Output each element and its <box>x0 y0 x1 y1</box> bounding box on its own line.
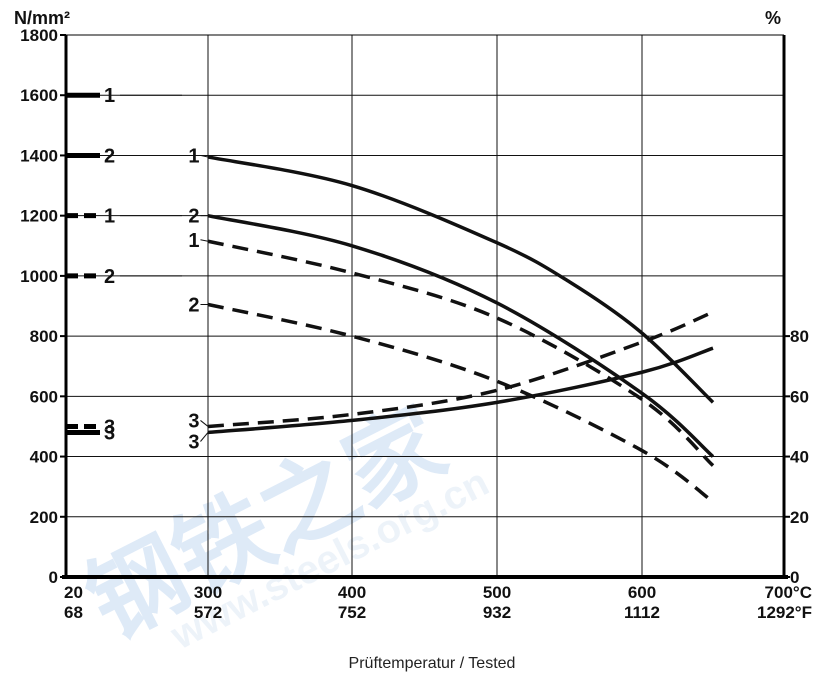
series-leader-5 <box>200 432 209 442</box>
x-tick-f-300: 572 <box>194 603 222 622</box>
series-line-1 <box>207 213 715 458</box>
y-left-tick-200: 200 <box>30 508 58 527</box>
y-left-tick-1600: 1600 <box>20 86 58 105</box>
y-left-tick-800: 800 <box>30 327 58 346</box>
x-axis-label: Prüftemperatur / Tested <box>349 655 516 672</box>
series-label-3: 2 <box>188 294 199 316</box>
series-line-3 <box>207 302 715 504</box>
y-left-tick-1000: 1000 <box>20 267 58 286</box>
y-right-unit: % <box>765 8 781 28</box>
y-left-unit: N/mm² <box>14 8 70 28</box>
y-right-tick-0: 0 <box>790 568 799 587</box>
series-leader-4 <box>200 420 209 427</box>
x-tick-c-300: 300 <box>194 583 222 602</box>
y-left-tick-0: 0 <box>49 568 58 587</box>
legend-label-0: 1 <box>104 85 115 107</box>
legend-label-4: 3 <box>104 416 115 438</box>
x-tick-c-400: 400 <box>338 583 366 602</box>
legend-label-2: 1 <box>104 206 115 228</box>
x-tick-c-700: 700°C <box>765 583 812 602</box>
legend-label-1: 2 <box>104 145 115 167</box>
x-tick-f-400: 752 <box>338 603 366 622</box>
y-left-tick-600: 600 <box>30 387 58 406</box>
ticks: 0200400600800100012001400160018000204060… <box>20 26 812 622</box>
y-right-tick-60: 60 <box>790 387 809 406</box>
x-tick-c-600: 600 <box>628 583 656 602</box>
series-label-5: 3 <box>188 432 199 454</box>
y-right-tick-20: 20 <box>790 508 809 527</box>
y-left-tick-400: 400 <box>30 448 58 467</box>
x-tick-f-600: 1112 <box>624 603 660 622</box>
x-tick-f-500: 932 <box>483 603 511 622</box>
x-tick-f-700: 1292°F <box>757 603 812 622</box>
x-tick-c-20: 20 <box>64 583 83 602</box>
series-line-0 <box>207 155 715 404</box>
watermark: 钢铁之家 www.steels.org.cn <box>71 389 496 659</box>
grid <box>66 35 784 577</box>
series-line-4 <box>207 310 714 429</box>
series-leader-2 <box>200 239 209 242</box>
x-tick-f-20: 68 <box>64 603 83 622</box>
legend: 1 2 1 2 33 <box>66 85 182 444</box>
y-right-tick-40: 40 <box>790 448 809 467</box>
legend-label-3: 2 <box>104 266 115 288</box>
series-line-2 <box>207 239 715 467</box>
y-left-tick-1400: 1400 <box>20 146 58 165</box>
series-line-5 <box>207 346 714 435</box>
y-left-tick-1200: 1200 <box>20 207 58 226</box>
series-label-2: 1 <box>188 230 199 252</box>
plot-frame <box>62 34 788 579</box>
x-tick-c-500: 500 <box>483 583 511 602</box>
y-left-tick-1800: 1800 <box>20 26 58 45</box>
series-leader-0 <box>200 154 209 158</box>
series-label-0: 1 <box>188 145 199 167</box>
y-right-tick-80: 80 <box>790 327 809 346</box>
series-label-4: 3 <box>188 410 199 432</box>
legend-label-5: 3 <box>104 422 115 444</box>
series-label-1: 2 <box>188 206 199 228</box>
